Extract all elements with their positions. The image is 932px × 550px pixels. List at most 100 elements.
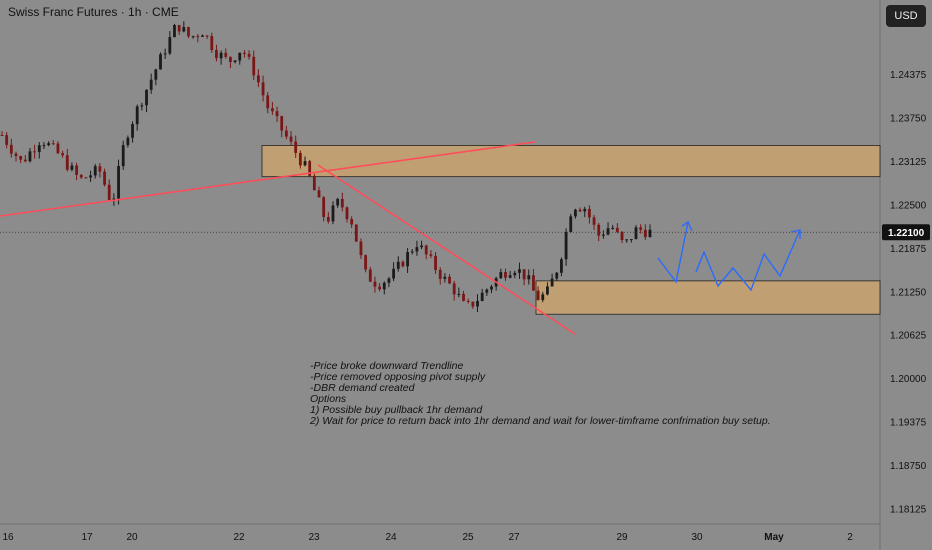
- candle-body: [448, 276, 451, 284]
- candle-body: [364, 255, 368, 270]
- candle-body: [252, 56, 256, 76]
- candle-body: [373, 281, 377, 287]
- candle-body: [56, 143, 60, 154]
- candle-body: [154, 69, 158, 80]
- candle-body: [354, 224, 358, 242]
- x-tick-label: 27: [508, 532, 520, 543]
- candle-body: [592, 217, 596, 225]
- chart-title: Swiss Franc Futures · 1h · CME: [8, 5, 179, 19]
- candle-body: [70, 165, 74, 170]
- candle-body: [499, 272, 503, 279]
- candle-body: [601, 234, 605, 236]
- candle-body: [33, 151, 37, 153]
- candle-body: [438, 269, 442, 279]
- candle-body: [266, 95, 270, 109]
- x-tick-label: 29: [616, 532, 628, 543]
- candle-body: [378, 286, 382, 290]
- candle-body: [359, 241, 363, 256]
- candle-body: [117, 166, 120, 199]
- candle-body: [233, 60, 237, 63]
- x-tick-label: 2: [847, 532, 853, 543]
- candle-body: [331, 205, 335, 222]
- projection-path-2: [695, 229, 801, 292]
- candle-body: [173, 25, 176, 38]
- candle-body: [457, 293, 461, 295]
- candle-body: [121, 145, 125, 167]
- demand-zone: [535, 280, 881, 315]
- candle-body: [215, 49, 218, 59]
- candle-body: [518, 269, 521, 273]
- candle-body: [471, 301, 475, 307]
- candle-body: [485, 289, 489, 293]
- x-tick-label: 20: [126, 532, 138, 543]
- candle-body: [224, 52, 228, 57]
- candle-body: [527, 275, 531, 280]
- candle-body: [392, 268, 395, 279]
- analysis-note: -Price broke downward Trendline -Price r…: [310, 361, 771, 427]
- candle-body: [555, 272, 559, 279]
- candle-body: [560, 259, 563, 273]
- x-tick-label: 16: [2, 532, 14, 543]
- projection-arrowhead-2: [790, 229, 801, 239]
- candle-body: [368, 269, 372, 282]
- candle-body: [51, 143, 55, 145]
- x-axis-labels: 16 17 20 22 23 24 25 27 29 30 May 2: [2, 532, 853, 543]
- candle-body: [219, 52, 223, 59]
- candle-body: [541, 294, 545, 301]
- note-line: 1) Possible buy pullback 1hr demand: [310, 404, 483, 416]
- candle-body: [201, 35, 204, 37]
- candle-body: [163, 53, 167, 55]
- candle-body: [429, 254, 433, 256]
- candle-body: [61, 153, 65, 156]
- candle-body: [19, 156, 23, 160]
- projection-arrowhead-1: [681, 220, 693, 232]
- supply-zone: [261, 145, 881, 178]
- y-tick-label: 1.24375: [890, 70, 927, 81]
- candle-body: [634, 227, 638, 240]
- y-tick-label: 1.18750: [890, 461, 927, 472]
- x-tick-label: 17: [81, 532, 93, 543]
- candle-body: [191, 36, 195, 38]
- candle-body: [350, 219, 354, 225]
- currency-button[interactable]: USD: [886, 5, 926, 27]
- y-tick-label: 1.23750: [890, 114, 927, 125]
- candle-body: [243, 52, 246, 54]
- candle-body: [303, 161, 307, 166]
- candle-body: [112, 198, 116, 200]
- candle-body: [410, 251, 414, 253]
- candle-body: [135, 106, 139, 125]
- candle-body: [466, 300, 470, 302]
- candle-body: [401, 261, 405, 267]
- candle-body: [187, 27, 190, 37]
- y-tick-label: 1.19375: [890, 418, 927, 429]
- y-tick-label: 1.21875: [890, 244, 927, 255]
- candle-body: [275, 111, 279, 117]
- candle-body: [345, 207, 349, 220]
- candle-body: [508, 275, 512, 278]
- candle-body: [406, 252, 409, 267]
- candle-body: [611, 227, 615, 229]
- candle-body: [326, 216, 330, 222]
- candle-body: [42, 145, 46, 147]
- candle-body: [606, 228, 610, 235]
- candle-body: [177, 25, 181, 32]
- candle-body: [98, 166, 102, 172]
- candle-body: [126, 137, 130, 146]
- candle-body: [513, 272, 517, 276]
- candle-body: [289, 136, 293, 142]
- candle-body: [93, 166, 97, 176]
- candle-body: [312, 175, 316, 191]
- x-tick-label: 24: [385, 532, 397, 543]
- candle-body: [387, 278, 391, 283]
- candle-body: [140, 105, 144, 107]
- candle-body: [629, 239, 633, 241]
- candle-body: [65, 155, 69, 170]
- candle-body: [196, 36, 200, 38]
- price-axis[interactable]: [880, 0, 932, 550]
- candle-body: [23, 159, 27, 162]
- candle-body: [89, 175, 92, 178]
- x-tick-label: 30: [691, 532, 703, 543]
- candle-body: [569, 216, 573, 233]
- y-tick-label: 1.20000: [890, 374, 927, 385]
